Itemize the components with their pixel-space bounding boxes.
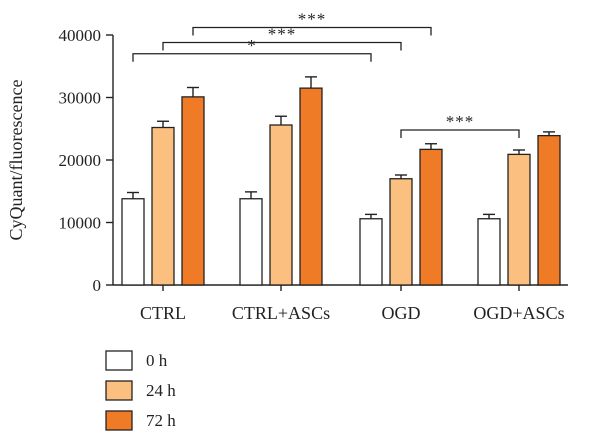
y-axis-title: CyQuant/fluorescence <box>6 80 26 241</box>
legend-swatch <box>105 350 133 371</box>
bar <box>537 134 561 286</box>
y-axis: 0 10000 20000 30000 40000 <box>59 26 568 295</box>
y-tick-label: 30000 <box>59 89 102 108</box>
bar <box>121 198 145 286</box>
category-label: CTRL <box>140 303 186 323</box>
legend: 0 h 24 h 72 h <box>105 350 176 431</box>
bar <box>359 218 383 286</box>
bar <box>477 218 501 286</box>
significance-label: *** <box>268 25 297 44</box>
bar <box>239 198 263 286</box>
significance-bracket <box>162 41 402 51</box>
significance-brackets: ********** <box>132 10 520 138</box>
category-label: OGD <box>382 303 421 323</box>
bar <box>419 148 443 286</box>
legend-label: 72 h <box>146 411 176 430</box>
significance-bracket <box>400 129 520 138</box>
legend-label: 0 h <box>146 351 168 370</box>
y-tick-label: 40000 <box>59 26 102 45</box>
category-labels: CTRL CTRL+ASCs OGD OGD+ASCs <box>140 285 565 323</box>
category-label: OGD+ASCs <box>473 303 564 323</box>
significance-label: *** <box>446 112 475 131</box>
category-label: CTRL+ASCs <box>232 303 330 323</box>
bar <box>151 126 175 286</box>
bar <box>181 96 205 286</box>
bar <box>269 124 293 286</box>
significance-bracket <box>132 53 372 62</box>
legend-swatch <box>105 380 133 401</box>
bar-group <box>121 76 561 286</box>
bar <box>299 87 323 286</box>
bar <box>507 153 531 286</box>
legend-label: 24 h <box>146 381 176 400</box>
y-tick-label: 20000 <box>59 151 102 170</box>
significance-label: *** <box>298 10 327 29</box>
legend-swatch <box>105 410 133 431</box>
y-tick-label: 0 <box>93 276 102 295</box>
bar <box>389 178 413 286</box>
y-tick-label: 10000 <box>59 214 102 233</box>
significance-label: * <box>247 36 257 55</box>
significance-bracket <box>192 26 432 36</box>
